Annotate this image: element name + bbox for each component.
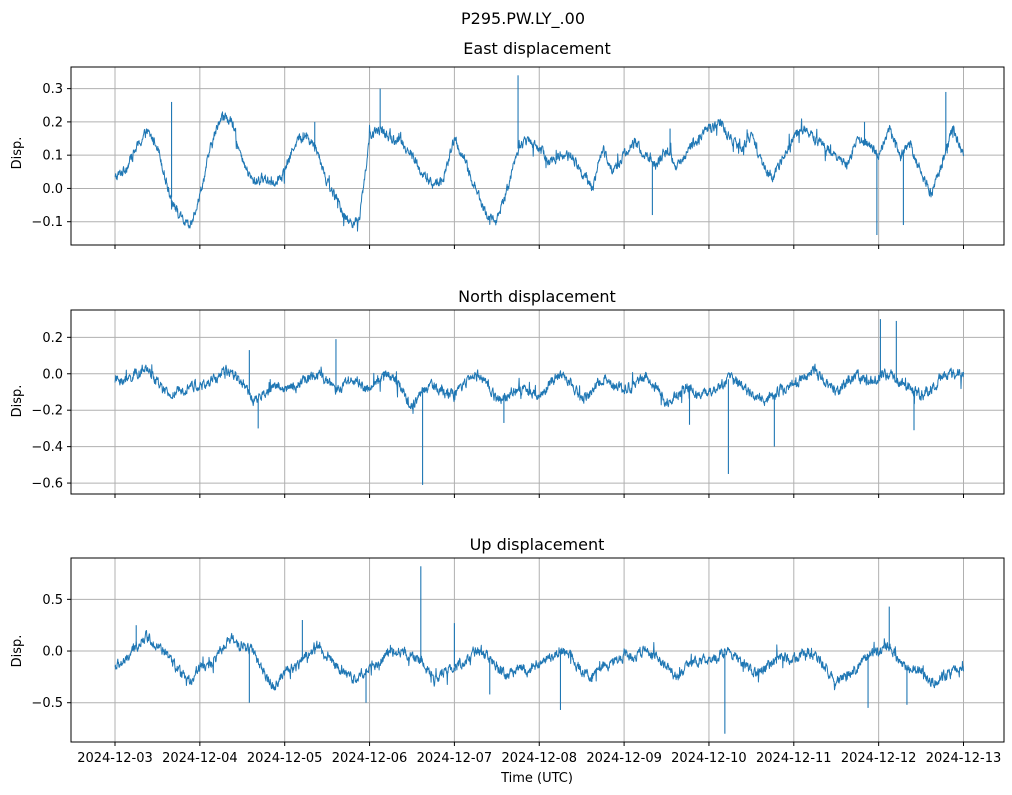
data-series-line bbox=[114, 630, 964, 691]
axes-frame bbox=[70, 557, 1005, 743]
panel-north-ylabel: Disp. bbox=[10, 385, 25, 418]
y-tick-label: −0.2 bbox=[31, 404, 63, 419]
x-tick-label: 2024-12-05 bbox=[247, 751, 323, 766]
panel-up-ylabel: Disp. bbox=[10, 635, 25, 668]
panel-east-plot: −0.1 0.0 0.1 0.2 0.3 bbox=[31, 66, 1005, 249]
y-tick-label: 0.0 bbox=[42, 367, 63, 382]
y-tick-label: −0.5 bbox=[31, 696, 63, 711]
x-tick-label: 2024-12-12 bbox=[841, 751, 917, 766]
x-tick-label: 2024-12-06 bbox=[332, 751, 408, 766]
data-series-line bbox=[114, 363, 964, 414]
panel-east-title: East displacement bbox=[463, 39, 610, 58]
x-tick-label: 2024-12-09 bbox=[586, 751, 662, 766]
panel-north-title: North displacement bbox=[458, 287, 616, 306]
x-tick-label: 2024-12-04 bbox=[162, 751, 238, 766]
y-tick-label: 0.2 bbox=[42, 331, 63, 346]
panel-north-plot: −0.6 −0.4 −0.2 0.0 0.2 bbox=[31, 309, 1005, 498]
panel-east-ylabel: Disp. bbox=[10, 137, 25, 170]
x-tick-label: 2024-12-10 bbox=[671, 751, 747, 766]
y-tick-label: −0.1 bbox=[31, 215, 63, 230]
panel-north: North displacement Disp. −0.6 −0.4 −0.2 0.0… bbox=[10, 287, 1005, 498]
axes-frame bbox=[70, 66, 1005, 246]
panel-up-plot: −0.5 0.0 0.5 2024-12-03 2024-12-04 2024-12-05… bbox=[31, 557, 1005, 766]
panel-up-xlabel: Time (UTC) bbox=[500, 771, 573, 786]
x-tick-label: 2024-12-11 bbox=[756, 751, 832, 766]
y-tick-label: 0.0 bbox=[42, 645, 63, 660]
x-tick-label: 2024-12-08 bbox=[501, 751, 577, 766]
y-tick-label: 0.5 bbox=[42, 593, 63, 608]
x-tick-label: 2024-12-03 bbox=[77, 751, 153, 766]
data-series-line bbox=[114, 111, 964, 232]
y-tick-label: −0.6 bbox=[31, 477, 63, 492]
x-tick-label: 2024-12-07 bbox=[417, 751, 493, 766]
axes-frame bbox=[70, 309, 1005, 495]
y-tick-label: 0.0 bbox=[42, 182, 63, 197]
figure-suptitle: P295.PW.LY_.00 bbox=[461, 9, 585, 29]
x-tick-label: 2024-12-13 bbox=[926, 751, 1002, 766]
y-tick-label: 0.1 bbox=[42, 149, 63, 164]
y-tick-label: −0.4 bbox=[31, 440, 63, 455]
y-tick-label: 0.2 bbox=[42, 115, 63, 130]
panel-east: East displacement Disp. −0.1 0.0 0.1 0.2 0.3 bbox=[10, 39, 1005, 249]
panel-up: Up displacement Disp. Time (UTC) −0.5 0.0… bbox=[10, 535, 1005, 786]
panel-up-title: Up displacement bbox=[470, 535, 605, 554]
y-tick-label: 0.3 bbox=[42, 82, 63, 97]
